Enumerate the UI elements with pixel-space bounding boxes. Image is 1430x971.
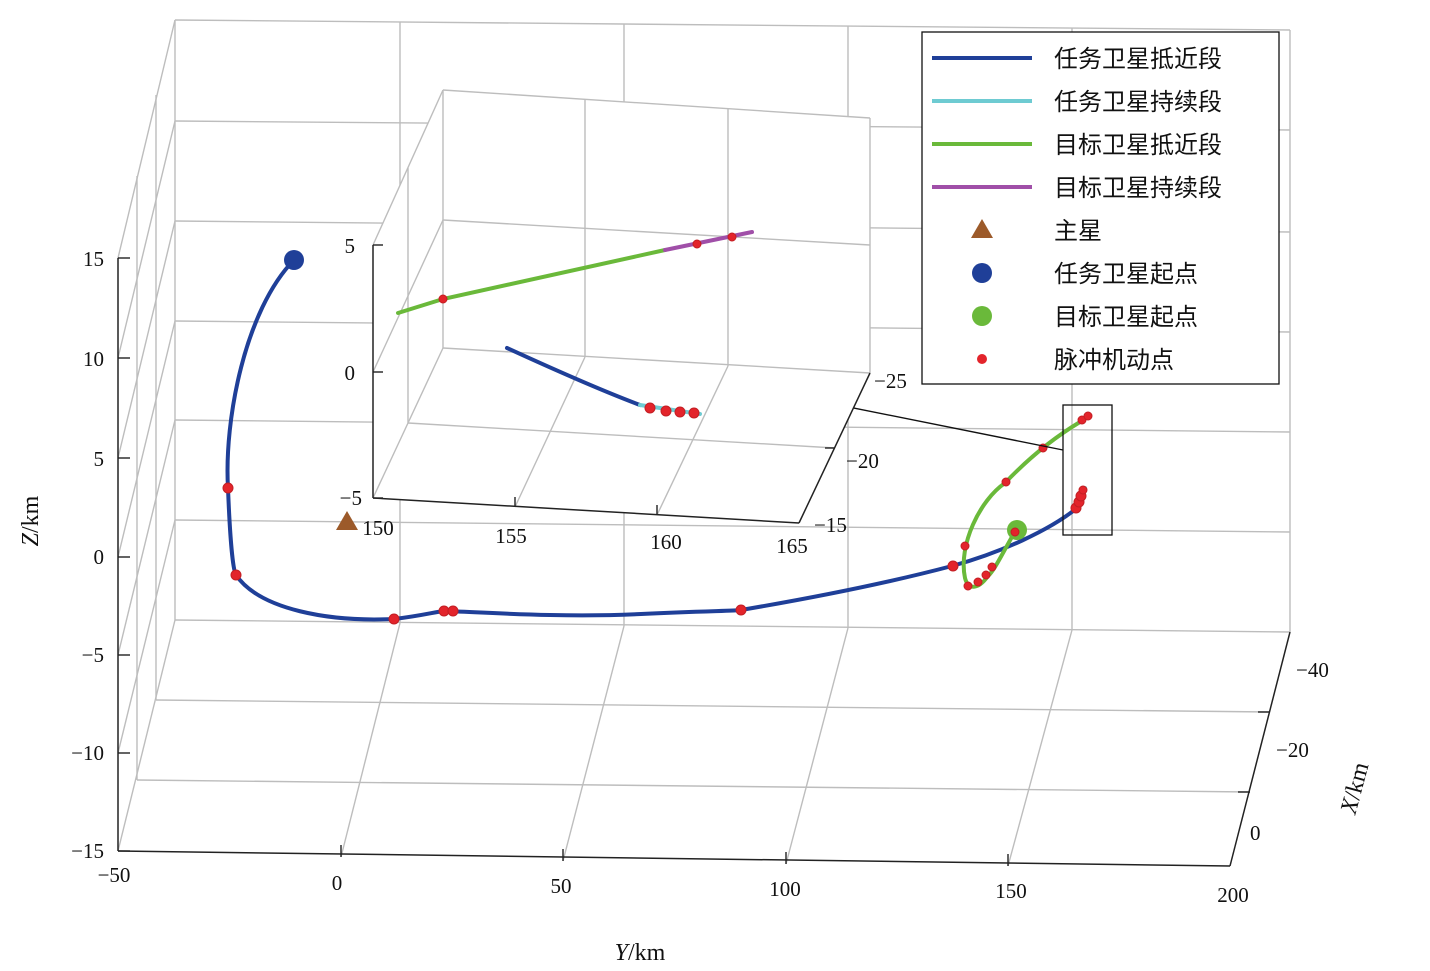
- x-tick: −20: [1276, 738, 1309, 762]
- inset-mission-approach-line: [505, 346, 642, 407]
- y-tick: 150: [995, 879, 1027, 903]
- inset-plot: 5 0 −5 150 155 160 165 −25 −20 −15: [340, 89, 907, 558]
- y-tick: 200: [1217, 883, 1249, 907]
- y-tick: −50: [98, 863, 131, 887]
- legend: 任务卫星抵近段任务卫星持续段目标卫星抵近段目标卫星持续段主星任务卫星起点目标卫星…: [921, 31, 1280, 385]
- impulse-point: [447, 605, 459, 617]
- inset-z-tick: 5: [345, 234, 356, 258]
- inset-y-tick: 160: [650, 530, 682, 554]
- legend-label-3: 目标卫星持续段: [1054, 175, 1222, 202]
- legend-label-7: 脉冲机动点: [1054, 347, 1174, 374]
- inset-x-tick: −15: [814, 513, 847, 537]
- impulse-point: [1083, 411, 1093, 421]
- main-grid: [117, 19, 1291, 867]
- z-axis-label: Z/km: [18, 495, 44, 546]
- impulse-point: [987, 562, 997, 572]
- impulse-point: [644, 402, 656, 414]
- impulse-point: [973, 577, 983, 587]
- legend-box: [921, 31, 1280, 385]
- impulse-point: [1078, 485, 1088, 495]
- legend-label-5: 任务卫星起点: [1054, 261, 1198, 288]
- x-axis-label: X/km: [1336, 759, 1375, 817]
- mission-start-marker: [284, 250, 304, 270]
- y-tick: 100: [769, 877, 801, 901]
- impulse-point: [222, 482, 234, 494]
- main-star-marker: [336, 511, 358, 530]
- zoom-box: [1062, 404, 1113, 536]
- inset-z-tick: 0: [345, 361, 356, 385]
- impulse-point: [230, 569, 242, 581]
- impulse-point: [963, 581, 973, 591]
- z-tick-labels: 15 10 5 0 −5 −10 −15: [71, 247, 104, 863]
- z-tick: 15: [83, 247, 104, 271]
- impulse-point: [735, 604, 747, 616]
- impulse-point: [674, 406, 686, 418]
- impulse-point: [727, 232, 737, 242]
- impulse-point: [947, 560, 959, 572]
- legend-symbol-7: [977, 354, 987, 364]
- impulse-point: [388, 613, 400, 625]
- x-tick-labels: −40 −20 0: [1250, 658, 1329, 845]
- impulse-point: [1001, 477, 1011, 487]
- legend-label-2: 目标卫星抵近段: [1054, 132, 1222, 159]
- inset-x-tick: −20: [846, 449, 879, 473]
- z-tick: 10: [83, 347, 104, 371]
- y-axis-label: Y/km: [615, 940, 666, 966]
- z-tick: −10: [71, 741, 104, 765]
- impulse-point: [688, 407, 700, 419]
- legend-label-1: 任务卫星持续段: [1054, 89, 1222, 116]
- z-tick: −5: [82, 643, 104, 667]
- inset-y-tick: 155: [495, 524, 527, 548]
- legend-symbol-5: [972, 263, 992, 283]
- impulse-point: [438, 294, 448, 304]
- x-tick: −40: [1296, 658, 1329, 682]
- impulse-point: [981, 570, 991, 580]
- inset-target-continuous-line: [663, 230, 754, 252]
- impulse-point: [1010, 527, 1020, 537]
- impulse-point: [692, 239, 702, 249]
- impulse-point: [660, 405, 672, 417]
- inset-y-tick: 165: [776, 534, 808, 558]
- legend-symbol-4: [971, 219, 993, 238]
- z-tick: 0: [94, 545, 105, 569]
- y-tick: 0: [332, 871, 343, 895]
- legend-label-4: 主星: [1054, 218, 1102, 245]
- z-tick: −15: [71, 839, 104, 863]
- y-tick-labels: −50 0 50 100 150 200: [98, 863, 1249, 907]
- inset-y-tick: 150: [362, 516, 394, 540]
- inset-x-tick: −25: [874, 369, 907, 393]
- x-tick: 0: [1250, 821, 1261, 845]
- legend-label-6: 目标卫星起点: [1054, 304, 1198, 331]
- tick-marks: [118, 257, 1270, 866]
- z-tick: 5: [94, 447, 105, 471]
- inset-z-tick: −5: [340, 486, 362, 510]
- legend-label-0: 任务卫星抵近段: [1054, 46, 1222, 73]
- legend-symbol-6: [972, 306, 992, 326]
- impulse-point: [960, 541, 970, 551]
- y-tick: 50: [551, 874, 572, 898]
